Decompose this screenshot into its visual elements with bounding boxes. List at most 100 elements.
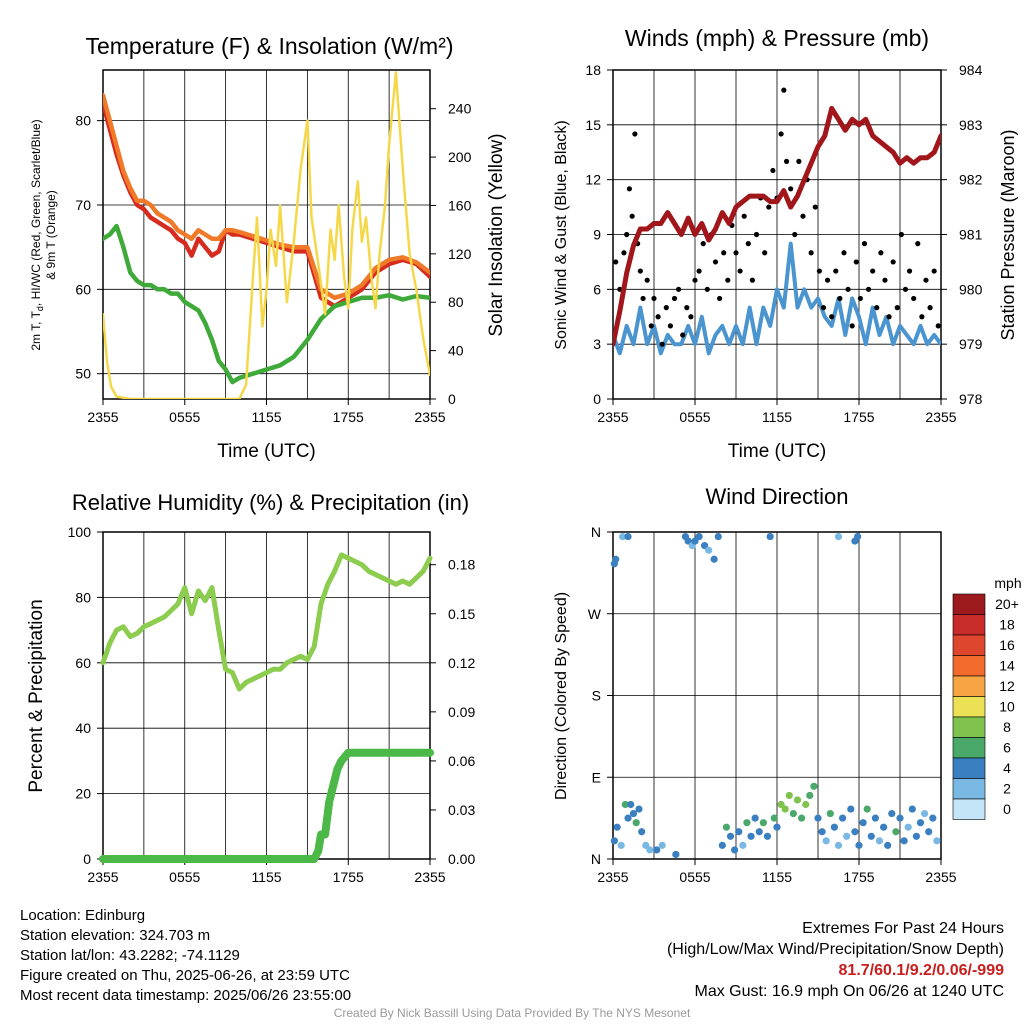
direction-point [739, 841, 747, 849]
direction-point [755, 828, 763, 836]
gust-point [833, 268, 839, 274]
x-tick-label: 1755 [333, 869, 364, 885]
x-tick-label: 1755 [333, 409, 364, 425]
extremes-panel: Extremes For Past 24 Hours (High/Low/Max… [667, 918, 1004, 1002]
legend-label: 8 [1003, 719, 1011, 735]
recent-data-text: Most recent data timestamp: 2025/06/26 2… [20, 987, 352, 1004]
y-axis-label-sub: d [35, 306, 45, 311]
y2-tick-label: 80 [448, 294, 464, 310]
x-tick-label: 1755 [843, 869, 874, 885]
y-tick-label: 50 [75, 366, 91, 382]
direction-point [847, 805, 855, 813]
gust-point [725, 277, 731, 283]
legend-label: 0 [1003, 801, 1011, 817]
y-tick-label: 0 [593, 391, 601, 407]
direction-point [751, 814, 759, 822]
gust-point [762, 250, 768, 256]
legend-title: mph [994, 575, 1021, 591]
direction-point [921, 809, 929, 818]
x-tick-label: 2355 [597, 869, 628, 885]
y2-tick-label: 200 [448, 149, 472, 165]
x-tick-label: 2355 [925, 409, 956, 425]
gust-point [870, 268, 876, 274]
direction-point [632, 819, 640, 827]
x-tick-label: 1155 [762, 869, 792, 885]
y-tick-label: 18 [585, 62, 601, 78]
series-wind [613, 241, 941, 356]
direction-point [818, 828, 826, 836]
y-axis-label-part: 2m T, T [29, 310, 43, 350]
gust-point [629, 213, 635, 219]
legend-swatch [952, 757, 986, 779]
gust-point [667, 323, 674, 329]
extremes-subtitle: (High/Low/Max Wind/Precipitation/Snow De… [666, 941, 1004, 958]
elevation-text: Station elevation: 324.703 m [20, 927, 211, 944]
gust-point [632, 131, 638, 137]
direction-point [781, 805, 789, 813]
direction-point [892, 828, 900, 836]
x-tick-label: 0555 [679, 409, 710, 425]
y2-tick-label: 980 [959, 281, 983, 297]
latlon-text: Station lat/lon: 43.2282; -74.1129 [20, 947, 240, 964]
gust-point [640, 295, 646, 302]
gust-point [770, 167, 776, 174]
direction-point [672, 850, 680, 859]
gust-point [700, 241, 706, 247]
gust-point [882, 277, 888, 283]
direction-point [802, 800, 810, 809]
direction-point [714, 532, 722, 541]
gust-point [816, 268, 822, 274]
legend-swatch [952, 778, 986, 800]
y2-tick-label: 979 [959, 336, 983, 352]
direction-point [759, 819, 767, 827]
x-tick-label: 2355 [925, 869, 956, 885]
y-axis-label-line2: & 9m T (Orange) [44, 190, 58, 280]
direction-point [810, 782, 818, 790]
direction-point [624, 814, 632, 822]
x-tick-label: 1155 [251, 869, 281, 885]
gust-point [886, 314, 892, 320]
y2-tick-label: 0 [448, 391, 456, 407]
series-rh [100, 552, 433, 692]
gust-point [808, 250, 814, 256]
direction-point [871, 814, 880, 822]
x-tick-label: 2355 [414, 409, 445, 425]
direction-point [766, 532, 774, 541]
gust-point [717, 295, 723, 302]
gust-point [857, 295, 863, 302]
y-tick-label: 6 [593, 281, 601, 297]
direction-point [653, 846, 661, 854]
gust-point [898, 231, 904, 238]
direction-point [770, 814, 778, 822]
direction-point [617, 841, 625, 849]
plot-frame [102, 69, 431, 400]
direction-point [908, 805, 916, 813]
direction-point [839, 814, 847, 822]
legend-swatch [952, 634, 986, 656]
legend-label: 4 [1003, 760, 1011, 776]
gust-point [915, 241, 921, 247]
legend-label: 16 [999, 637, 1015, 653]
direction-point [855, 841, 863, 849]
direction-point [925, 828, 933, 836]
x-tick-label: 2355 [87, 409, 118, 425]
gust-point [861, 241, 868, 247]
location-text: Location: Edinburg [20, 907, 146, 924]
y-tick-label: 20 [75, 786, 91, 802]
direction-point [834, 841, 843, 849]
y2-tick-label: 984 [959, 62, 983, 78]
gust-point [676, 286, 682, 292]
y-axis-label-part: , HI/WC (Red, Green, Scarlet/Blue) [29, 119, 43, 306]
direction-point [735, 828, 743, 836]
y2-tick-label: 0.03 [448, 802, 475, 818]
gust-point [812, 204, 818, 210]
y-axis-label: Direction (Colored By Speed) [553, 592, 570, 800]
x-axis-label: Time (UTC) [728, 441, 827, 462]
direction-point [722, 823, 731, 831]
direction-point [884, 841, 892, 849]
gust-point [696, 268, 702, 274]
legend-label: 10 [999, 699, 1015, 715]
direction-point [638, 828, 646, 836]
y2-tick-label: 160 [448, 197, 472, 213]
direction-point [859, 819, 867, 827]
